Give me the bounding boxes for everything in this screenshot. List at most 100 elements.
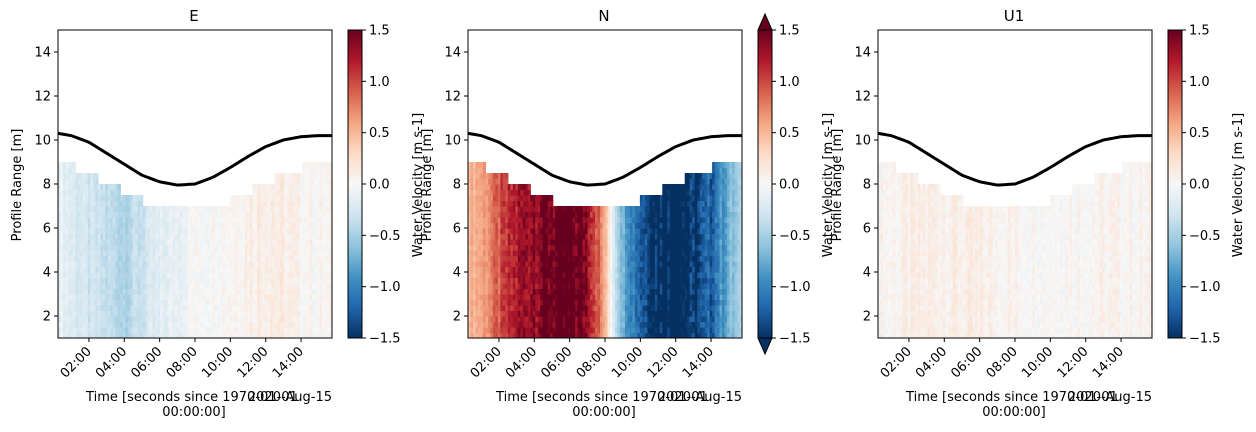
- heatmap-cell: [274, 228, 278, 235]
- heatmap-cell: [80, 173, 84, 180]
- heatmap-cell: [324, 327, 328, 334]
- heatmap-cell: [122, 277, 126, 284]
- heatmap-cell: [607, 305, 611, 312]
- heatmap-cell: [634, 305, 638, 312]
- heatmap-cell: [550, 195, 554, 202]
- heatmap-cell: [567, 288, 571, 295]
- heatmap-cell: [622, 332, 626, 338]
- heatmap-cell: [90, 184, 94, 191]
- heatmap-cell: [294, 332, 298, 338]
- heatmap-cell: [167, 321, 171, 328]
- heatmap-cell: [77, 310, 82, 317]
- heatmap-cell: [590, 310, 594, 317]
- heatmap-cell: [112, 272, 116, 279]
- heatmap-cell: [304, 195, 308, 202]
- heatmap-cell: [155, 327, 159, 334]
- heatmap-cell: [309, 162, 313, 169]
- heatmap-cell: [95, 222, 99, 229]
- heatmap-cell: [590, 327, 594, 334]
- heatmap-cell: [85, 200, 89, 207]
- heatmap-cell: [244, 266, 248, 273]
- heatmap-cell: [267, 283, 271, 290]
- heatmap-cell: [324, 184, 328, 191]
- heatmap-cell: [490, 299, 494, 306]
- heatmap-cell: [289, 217, 293, 224]
- heatmap-cell: [282, 217, 286, 224]
- heatmap-cell: [102, 189, 106, 196]
- heatmap-cell: [277, 244, 281, 251]
- heatmap-cell: [312, 321, 316, 328]
- heatmap-cell: [472, 211, 477, 218]
- heatmap-cell: [279, 299, 283, 306]
- heatmap-cell: [252, 228, 256, 235]
- heatmap-cell: [552, 294, 556, 301]
- heatmap-cell: [277, 173, 281, 180]
- heatmap-cell: [517, 327, 521, 334]
- heatmap-cell: [199, 305, 204, 312]
- heatmap-cell: [292, 233, 296, 240]
- heatmap-cell: [70, 173, 74, 180]
- heatmap-cell: [590, 255, 594, 262]
- heatmap-cell: [292, 239, 296, 246]
- heatmap-cell: [72, 189, 77, 196]
- heatmap-cell: [105, 222, 109, 229]
- heatmap-cell: [309, 294, 313, 301]
- heatmap-cell: [249, 305, 253, 312]
- heatmap-cell: [262, 189, 266, 196]
- heatmap-cell: [284, 173, 288, 180]
- heatmap-cell: [107, 222, 111, 229]
- heatmap-cell: [90, 195, 94, 202]
- heatmap-cell: [592, 255, 596, 262]
- heatmap-cell: [175, 255, 179, 262]
- heatmap-cell: [644, 294, 648, 301]
- heatmap-cell: [302, 272, 306, 279]
- heatmap-cell: [525, 332, 529, 338]
- heatmap-cell: [160, 244, 164, 251]
- heatmap-cell: [525, 184, 529, 191]
- heatmap-cell: [522, 310, 526, 317]
- heatmap-cell: [242, 222, 246, 229]
- heatmap-cell: [264, 233, 268, 240]
- heatmap-cell: [150, 239, 154, 246]
- heatmap-cell: [252, 222, 256, 229]
- heatmap-cell: [492, 277, 496, 284]
- heatmap-cell: [522, 189, 526, 196]
- heatmap-cell: [190, 283, 194, 290]
- heatmap-cell: [605, 255, 609, 262]
- heatmap-cell: [274, 211, 278, 218]
- heatmap-cell: [487, 332, 492, 338]
- heatmap-cell: [239, 277, 243, 284]
- heatmap-cell: [175, 233, 179, 240]
- heatmap-cell: [162, 294, 166, 301]
- heatmap-cell: [155, 255, 159, 262]
- heatmap-cell: [530, 316, 534, 323]
- heatmap-cell: [72, 305, 77, 312]
- heatmap-cell: [58, 195, 62, 202]
- heatmap-cell: [197, 310, 201, 317]
- heatmap-cell: [264, 222, 268, 229]
- heatmap-cell: [122, 294, 126, 301]
- heatmap-cell: [287, 211, 291, 218]
- heatmap-cell: [567, 332, 571, 338]
- heatmap-cell: [209, 255, 214, 262]
- heatmap-cell: [560, 255, 564, 262]
- heatmap-cell: [517, 299, 521, 306]
- heatmap-cell: [247, 239, 251, 246]
- heatmap-cell: [107, 310, 111, 317]
- heatmap-cell: [209, 222, 214, 229]
- heatmap-cell: [252, 310, 256, 317]
- heatmap-cell: [582, 299, 586, 306]
- heatmap-cell: [120, 332, 124, 338]
- heatmap-cell: [590, 244, 594, 251]
- heatmap-cell: [277, 217, 281, 224]
- heatmap-cell: [517, 283, 521, 290]
- heatmap-cell: [639, 305, 643, 312]
- heatmap-cell: [100, 316, 104, 323]
- heatmap-cell: [512, 299, 516, 306]
- heatmap-cell: [309, 200, 313, 207]
- heatmap-cell: [145, 255, 149, 262]
- heatmap-cell: [254, 195, 258, 202]
- heatmap-cell: [182, 332, 186, 338]
- heatmap-cell: [517, 189, 521, 196]
- heatmap-cell: [537, 211, 541, 218]
